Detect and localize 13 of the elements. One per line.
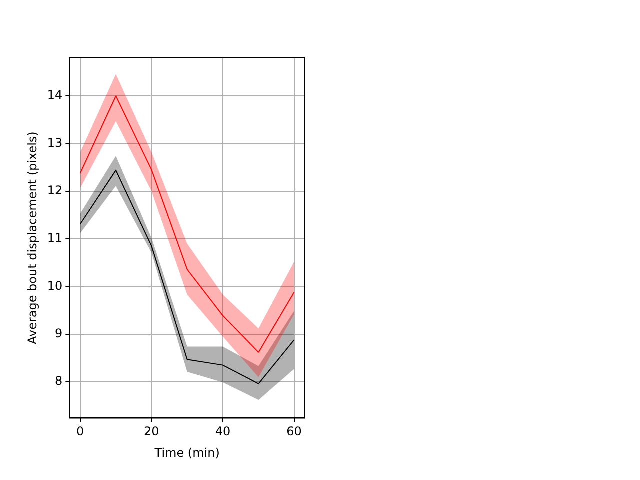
x-tick-label: 0 xyxy=(76,424,84,439)
y-tick-label: 9 xyxy=(55,326,63,340)
x-tick-label: 40 xyxy=(215,424,231,439)
y-tick-label: 10 xyxy=(47,278,63,293)
y-tick-label: 11 xyxy=(47,231,63,246)
x-tick-label: 60 xyxy=(286,424,302,439)
x-axis-title: Time (min) xyxy=(154,446,220,460)
y-tick-label: 8 xyxy=(55,374,63,388)
y-tick-label: 14 xyxy=(47,88,63,102)
y-axis-title: Average bout displacement (pixels) xyxy=(25,132,40,345)
x-tick-label: 20 xyxy=(144,424,160,439)
y-tick-label: 12 xyxy=(47,184,63,198)
y-tick-label: 13 xyxy=(47,136,63,150)
